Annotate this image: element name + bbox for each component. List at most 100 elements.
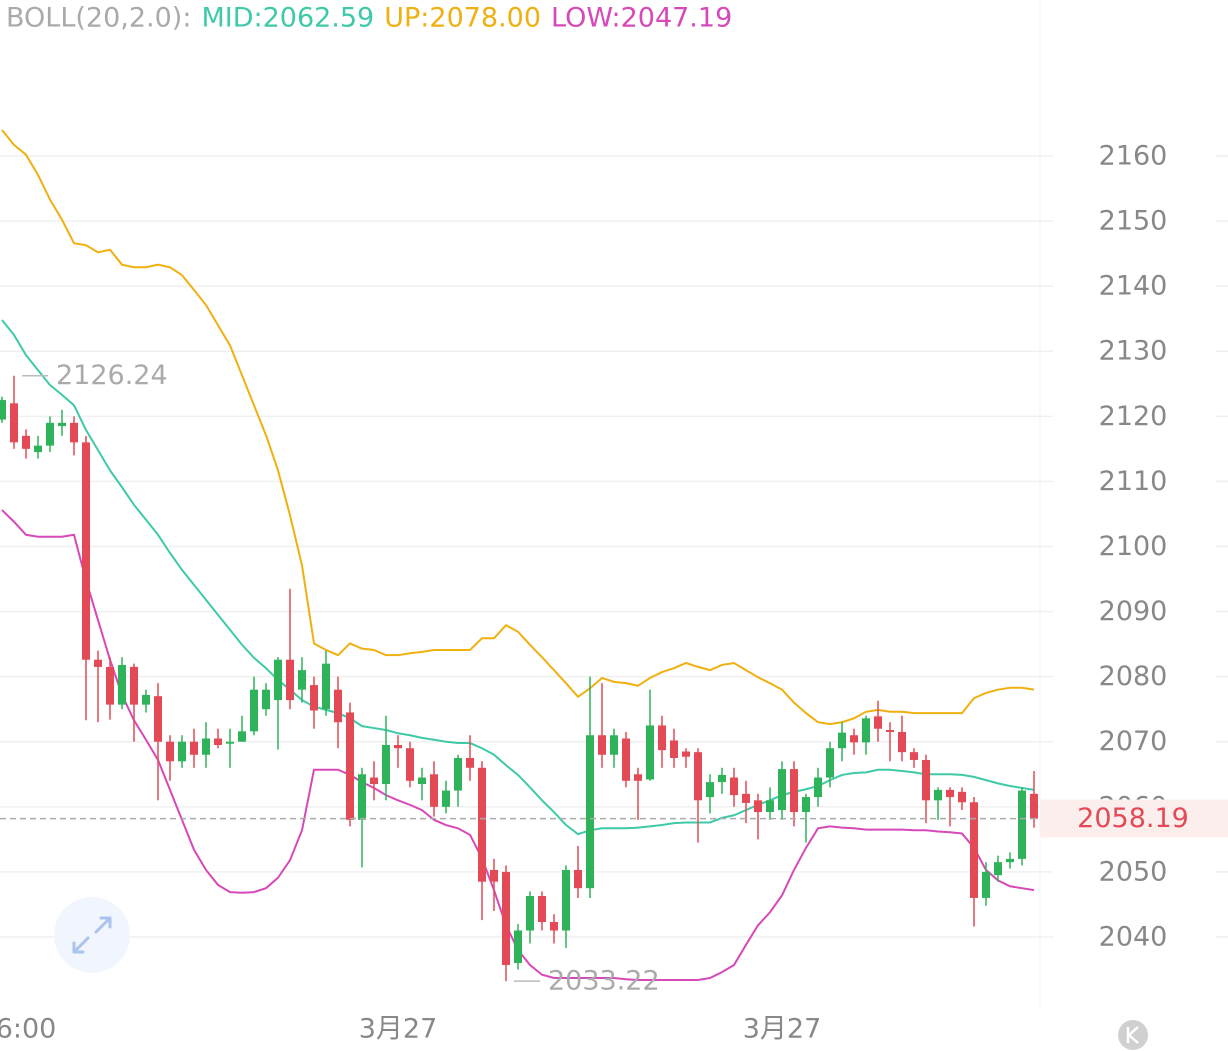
candle-body	[538, 895, 546, 923]
candle-body	[922, 759, 930, 801]
candle-body	[862, 718, 870, 743]
candle-body	[814, 777, 822, 798]
k-button[interactable]	[1118, 1020, 1148, 1050]
y-tick-label: 2110	[1099, 466, 1168, 497]
candle-body	[598, 735, 606, 755]
y-tick-label: 2120	[1099, 401, 1168, 432]
candle-body	[322, 663, 330, 710]
candle-body	[766, 800, 774, 813]
y-tick-label: 2090	[1099, 596, 1168, 627]
candle-body	[130, 666, 138, 705]
legend-entry: LOW:2047.19	[551, 3, 732, 34]
candle-body	[454, 758, 462, 791]
candle-body	[934, 789, 942, 801]
y-tick-label: 2130	[1099, 336, 1168, 367]
candle-body	[610, 735, 618, 755]
candle-body	[382, 744, 390, 785]
candle-body	[10, 403, 18, 443]
candle-body	[310, 685, 318, 711]
candle-body	[586, 735, 594, 889]
candle-body	[550, 922, 558, 931]
candle-body	[742, 793, 750, 803]
candle-body	[910, 752, 918, 760]
candle-body	[466, 758, 474, 768]
candle-body	[502, 871, 510, 965]
candle-body	[430, 774, 438, 807]
candle-body	[1030, 793, 1038, 819]
x-tick-label: 3月27	[359, 1014, 438, 1045]
candle-body	[682, 751, 690, 757]
candle-body	[22, 435, 30, 449]
candle-body	[1006, 858, 1014, 863]
x-tick-label: 6:00	[0, 1014, 56, 1045]
candle-body	[970, 802, 978, 898]
candle-body	[730, 777, 738, 796]
last-price-label: 2058.19	[1077, 803, 1189, 834]
y-tick-label: 2150	[1099, 206, 1168, 237]
candle-body	[958, 791, 966, 803]
candle-body	[574, 869, 582, 889]
legend-entry: UP:2078.00	[384, 3, 541, 34]
last-price-box	[1040, 799, 1228, 838]
candle-body	[514, 930, 522, 964]
candle-body	[694, 752, 702, 801]
expand-button[interactable]	[54, 897, 130, 973]
candle-body	[994, 862, 1002, 876]
candle-body	[178, 741, 186, 762]
x-tick-label: 3月27	[743, 1014, 822, 1045]
candle-body	[418, 777, 426, 785]
candle-body	[874, 716, 882, 729]
candle-body	[34, 445, 42, 453]
candle-body	[790, 769, 798, 813]
legend-entry: MID:2062.59	[201, 3, 374, 34]
candle-body	[82, 442, 90, 660]
k-icon	[1126, 1026, 1139, 1044]
candle-body	[70, 422, 78, 443]
candle-body	[778, 769, 786, 811]
candle-body	[334, 689, 342, 723]
candle-body	[946, 789, 954, 798]
y-tick-label: 2100	[1099, 531, 1168, 562]
max-marker-label: 2126.24	[56, 360, 168, 391]
candle-body	[202, 738, 210, 755]
candle-body	[214, 738, 222, 745]
candle-body	[562, 869, 570, 931]
candle-body	[94, 659, 102, 667]
candle-body	[250, 689, 258, 732]
candle-body	[394, 744, 402, 749]
candle-body	[58, 422, 66, 427]
candle-body	[622, 738, 630, 781]
y-tick-label: 2160	[1099, 140, 1168, 171]
y-tick-label: 2070	[1099, 726, 1168, 757]
candle-body	[670, 740, 678, 759]
candle-body	[406, 748, 414, 781]
candle-body	[142, 694, 150, 705]
candle-body	[298, 670, 306, 690]
candle-body	[826, 748, 834, 778]
band-line	[1, 319, 1035, 836]
candle-body	[490, 869, 498, 882]
candle-body	[658, 725, 666, 751]
candle-body	[646, 725, 654, 780]
candle-body	[850, 735, 858, 743]
candle-body	[166, 741, 174, 762]
candle-body	[358, 774, 366, 820]
candle-body	[478, 767, 486, 882]
candle-body	[886, 730, 894, 732]
expand-icon	[72, 916, 112, 954]
candle-body	[46, 422, 54, 446]
candle-body	[982, 871, 990, 898]
candle-body	[346, 712, 354, 820]
candle-body	[190, 741, 198, 755]
candle-body	[226, 741, 234, 744]
candle-body	[154, 696, 162, 742]
candle-body	[754, 800, 762, 813]
candle-body	[898, 731, 906, 753]
candle-body	[370, 777, 378, 785]
candle-body	[718, 774, 726, 783]
right-panel	[1040, 0, 1228, 1051]
band-line	[1, 129, 1035, 726]
candle-body	[238, 731, 246, 742]
candle-body	[706, 782, 714, 798]
